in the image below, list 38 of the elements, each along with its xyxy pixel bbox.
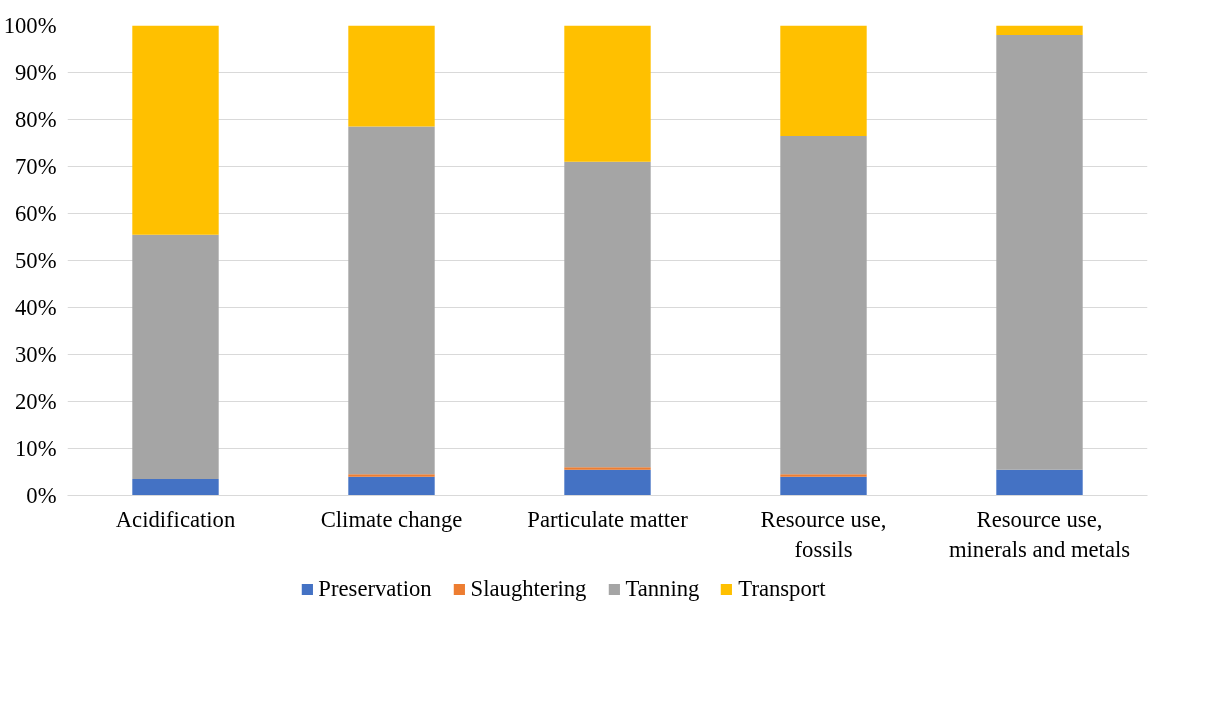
legend-label: Tanning (625, 576, 700, 602)
y-tick-label: 0% (26, 483, 57, 508)
bar (348, 126, 435, 475)
bar (780, 25, 867, 136)
bar (132, 479, 219, 496)
bar (996, 469, 1083, 496)
bar (564, 469, 651, 496)
y-tick-label: 100% (3, 13, 57, 38)
legend-label: Preservation (318, 576, 432, 602)
bar (348, 25, 435, 127)
y-tick-label: 80% (14, 107, 57, 132)
y-tick-label: 30% (14, 342, 57, 367)
bar (996, 25, 1083, 35)
legend-label: Transport (738, 576, 826, 602)
bar (564, 467, 651, 470)
bar (132, 25, 219, 235)
bar (996, 34, 1083, 470)
y-tick-label: 60% (14, 201, 57, 226)
bar (348, 474, 435, 477)
bar (780, 135, 867, 475)
y-tick-label: 70% (14, 154, 57, 179)
x-tick-label: Particulate matter (527, 506, 689, 532)
x-tick-label: Climate change (320, 506, 463, 532)
x-tick-label: Resource use, fossils (760, 506, 887, 562)
y-tick-label: 50% (14, 248, 57, 273)
y-tick-label: 10% (14, 436, 57, 461)
bar (780, 474, 867, 477)
bar (564, 25, 651, 162)
x-tick-label: Resource use, minerals and metals (948, 506, 1131, 562)
legend-label: Slaughtering (470, 576, 587, 602)
bar (564, 161, 651, 468)
bar (348, 476, 435, 496)
x-tick-label: Acidification (115, 506, 236, 532)
y-tick-label: 40% (14, 295, 57, 320)
bar (132, 234, 219, 480)
bar (780, 476, 867, 496)
y-tick-label: 20% (14, 389, 57, 414)
y-tick-label: 90% (14, 60, 57, 85)
